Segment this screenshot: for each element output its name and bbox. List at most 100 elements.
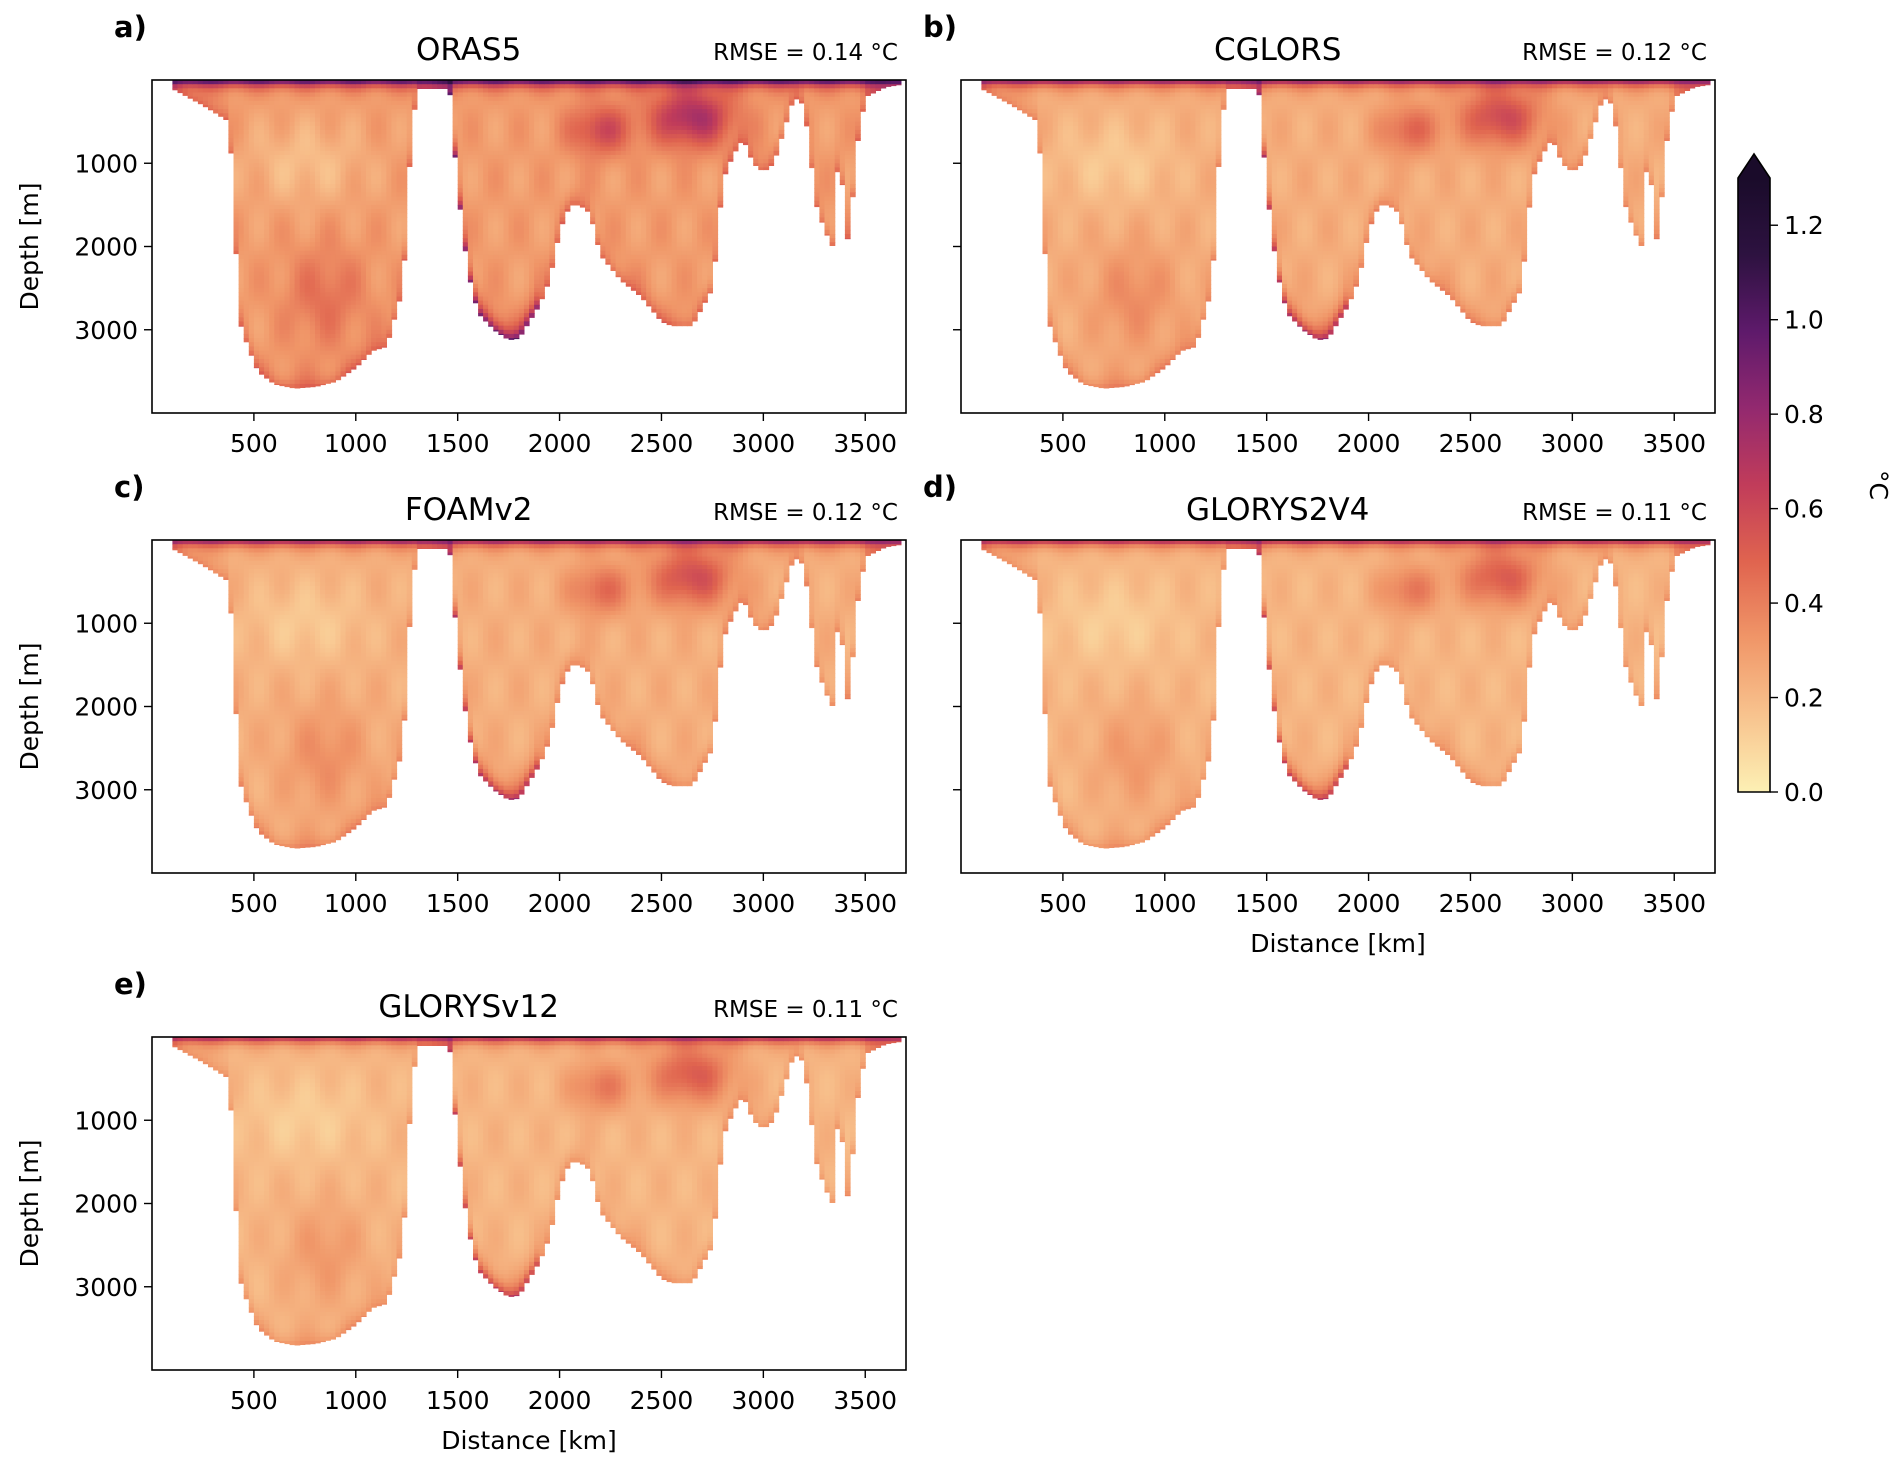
heatmap-cell xyxy=(356,276,362,281)
heatmap-cell xyxy=(662,234,668,239)
heatmap-cell xyxy=(325,84,331,89)
heatmap-cell xyxy=(498,201,504,206)
heatmap-cell xyxy=(274,276,280,281)
heatmap-cell xyxy=(274,321,280,326)
heatmap-cell xyxy=(223,113,229,118)
heatmap-cell xyxy=(320,230,326,235)
heatmap-cell xyxy=(305,180,311,185)
heatmap-cell xyxy=(692,126,698,131)
heatmap-cell xyxy=(626,113,632,118)
heatmap-cell xyxy=(493,288,499,293)
heatmap-cell xyxy=(702,284,708,289)
heatmap-cell xyxy=(371,97,377,102)
heatmap-cell xyxy=(519,226,525,231)
heatmap-cell xyxy=(386,97,392,102)
heatmap-cell xyxy=(662,122,668,127)
heatmap-cell xyxy=(662,242,668,247)
heatmap-cell xyxy=(325,376,331,381)
heatmap-cell xyxy=(483,259,489,264)
heatmap-cell xyxy=(514,172,520,177)
heatmap-cell xyxy=(356,201,362,206)
heatmap-cell xyxy=(539,201,545,206)
heatmap-cell xyxy=(585,155,591,160)
heatmap-cell xyxy=(697,276,703,281)
heatmap-cell xyxy=(600,188,606,193)
heatmap-cell xyxy=(555,222,561,227)
heatmap-cell xyxy=(651,209,657,214)
heatmap-cell xyxy=(310,334,316,339)
heatmap-cell xyxy=(386,292,392,297)
heatmap-cell xyxy=(376,188,382,193)
heatmap-cell xyxy=(234,197,240,202)
heatmap-cell xyxy=(386,313,392,318)
heatmap-cell xyxy=(488,267,494,272)
heatmap-cell xyxy=(519,147,525,152)
heatmap-cell xyxy=(254,288,260,293)
heatmap-cell xyxy=(305,130,311,135)
heatmap-cell xyxy=(488,113,494,118)
heatmap-cell xyxy=(274,138,280,143)
heatmap-cell xyxy=(249,346,255,351)
heatmap-cell xyxy=(300,147,306,152)
heatmap-cell xyxy=(590,180,596,185)
heatmap-cell xyxy=(473,180,479,185)
heatmap-cell xyxy=(677,276,683,281)
heatmap-cell xyxy=(310,93,316,98)
heatmap-cell xyxy=(295,309,301,314)
heatmap-cell xyxy=(259,334,265,339)
heatmap-cell xyxy=(498,222,504,227)
heatmap-cell xyxy=(351,259,357,264)
heatmap-cell xyxy=(300,130,306,135)
heatmap-cell xyxy=(274,172,280,177)
heatmap-cell xyxy=(356,222,362,227)
heatmap-cell xyxy=(651,234,657,239)
heatmap-cell xyxy=(488,97,494,102)
heatmap-cell xyxy=(239,205,245,210)
heatmap-cell xyxy=(544,188,550,193)
heatmap-cell xyxy=(259,130,265,135)
heatmap-cell xyxy=(376,280,382,285)
heatmap-cell xyxy=(463,151,469,156)
heatmap-cell xyxy=(269,317,275,322)
heatmap-cell xyxy=(636,172,642,177)
heatmap-cell xyxy=(346,109,352,114)
heatmap-cell xyxy=(330,346,336,351)
heatmap-cell xyxy=(463,180,469,185)
heatmap-cell xyxy=(269,209,275,214)
heatmap-cell xyxy=(300,205,306,210)
heatmap-cell xyxy=(346,247,352,252)
heatmap-cell xyxy=(463,101,469,106)
heatmap-cell xyxy=(646,217,652,222)
heatmap-cell xyxy=(391,84,397,89)
heatmap-cell xyxy=(274,213,280,218)
heatmap-cell xyxy=(560,163,566,168)
heatmap-cell xyxy=(259,346,265,351)
heatmap-cell xyxy=(346,371,352,373)
heatmap-cell xyxy=(463,109,469,114)
heatmap-cell xyxy=(636,147,642,152)
heatmap-cell xyxy=(641,176,647,181)
heatmap-cell xyxy=(519,259,525,264)
heatmap-cell xyxy=(539,255,545,260)
heatmap-cell xyxy=(641,251,647,256)
heatmap-cell xyxy=(519,97,525,102)
heatmap-cell xyxy=(463,217,469,222)
heatmap-cell xyxy=(611,126,617,131)
heatmap-cell xyxy=(279,142,285,147)
heatmap-cell xyxy=(483,93,489,98)
heatmap-cell xyxy=(478,105,484,110)
heatmap-cell xyxy=(672,151,678,156)
heatmap-cell xyxy=(539,163,545,168)
heatmap-cell xyxy=(468,84,474,89)
heatmap-cell xyxy=(274,288,280,293)
heatmap-cell xyxy=(519,176,525,181)
heatmap-cell xyxy=(687,184,693,189)
heatmap-cell xyxy=(198,101,204,104)
heatmap-cell xyxy=(549,122,555,127)
heatmap-cell xyxy=(335,176,341,181)
heatmap-cell xyxy=(493,305,499,310)
heatmap-cell xyxy=(478,276,484,281)
heatmap-cell xyxy=(264,151,270,156)
heatmap-cell xyxy=(290,188,296,193)
heatmap-cell xyxy=(707,247,713,252)
